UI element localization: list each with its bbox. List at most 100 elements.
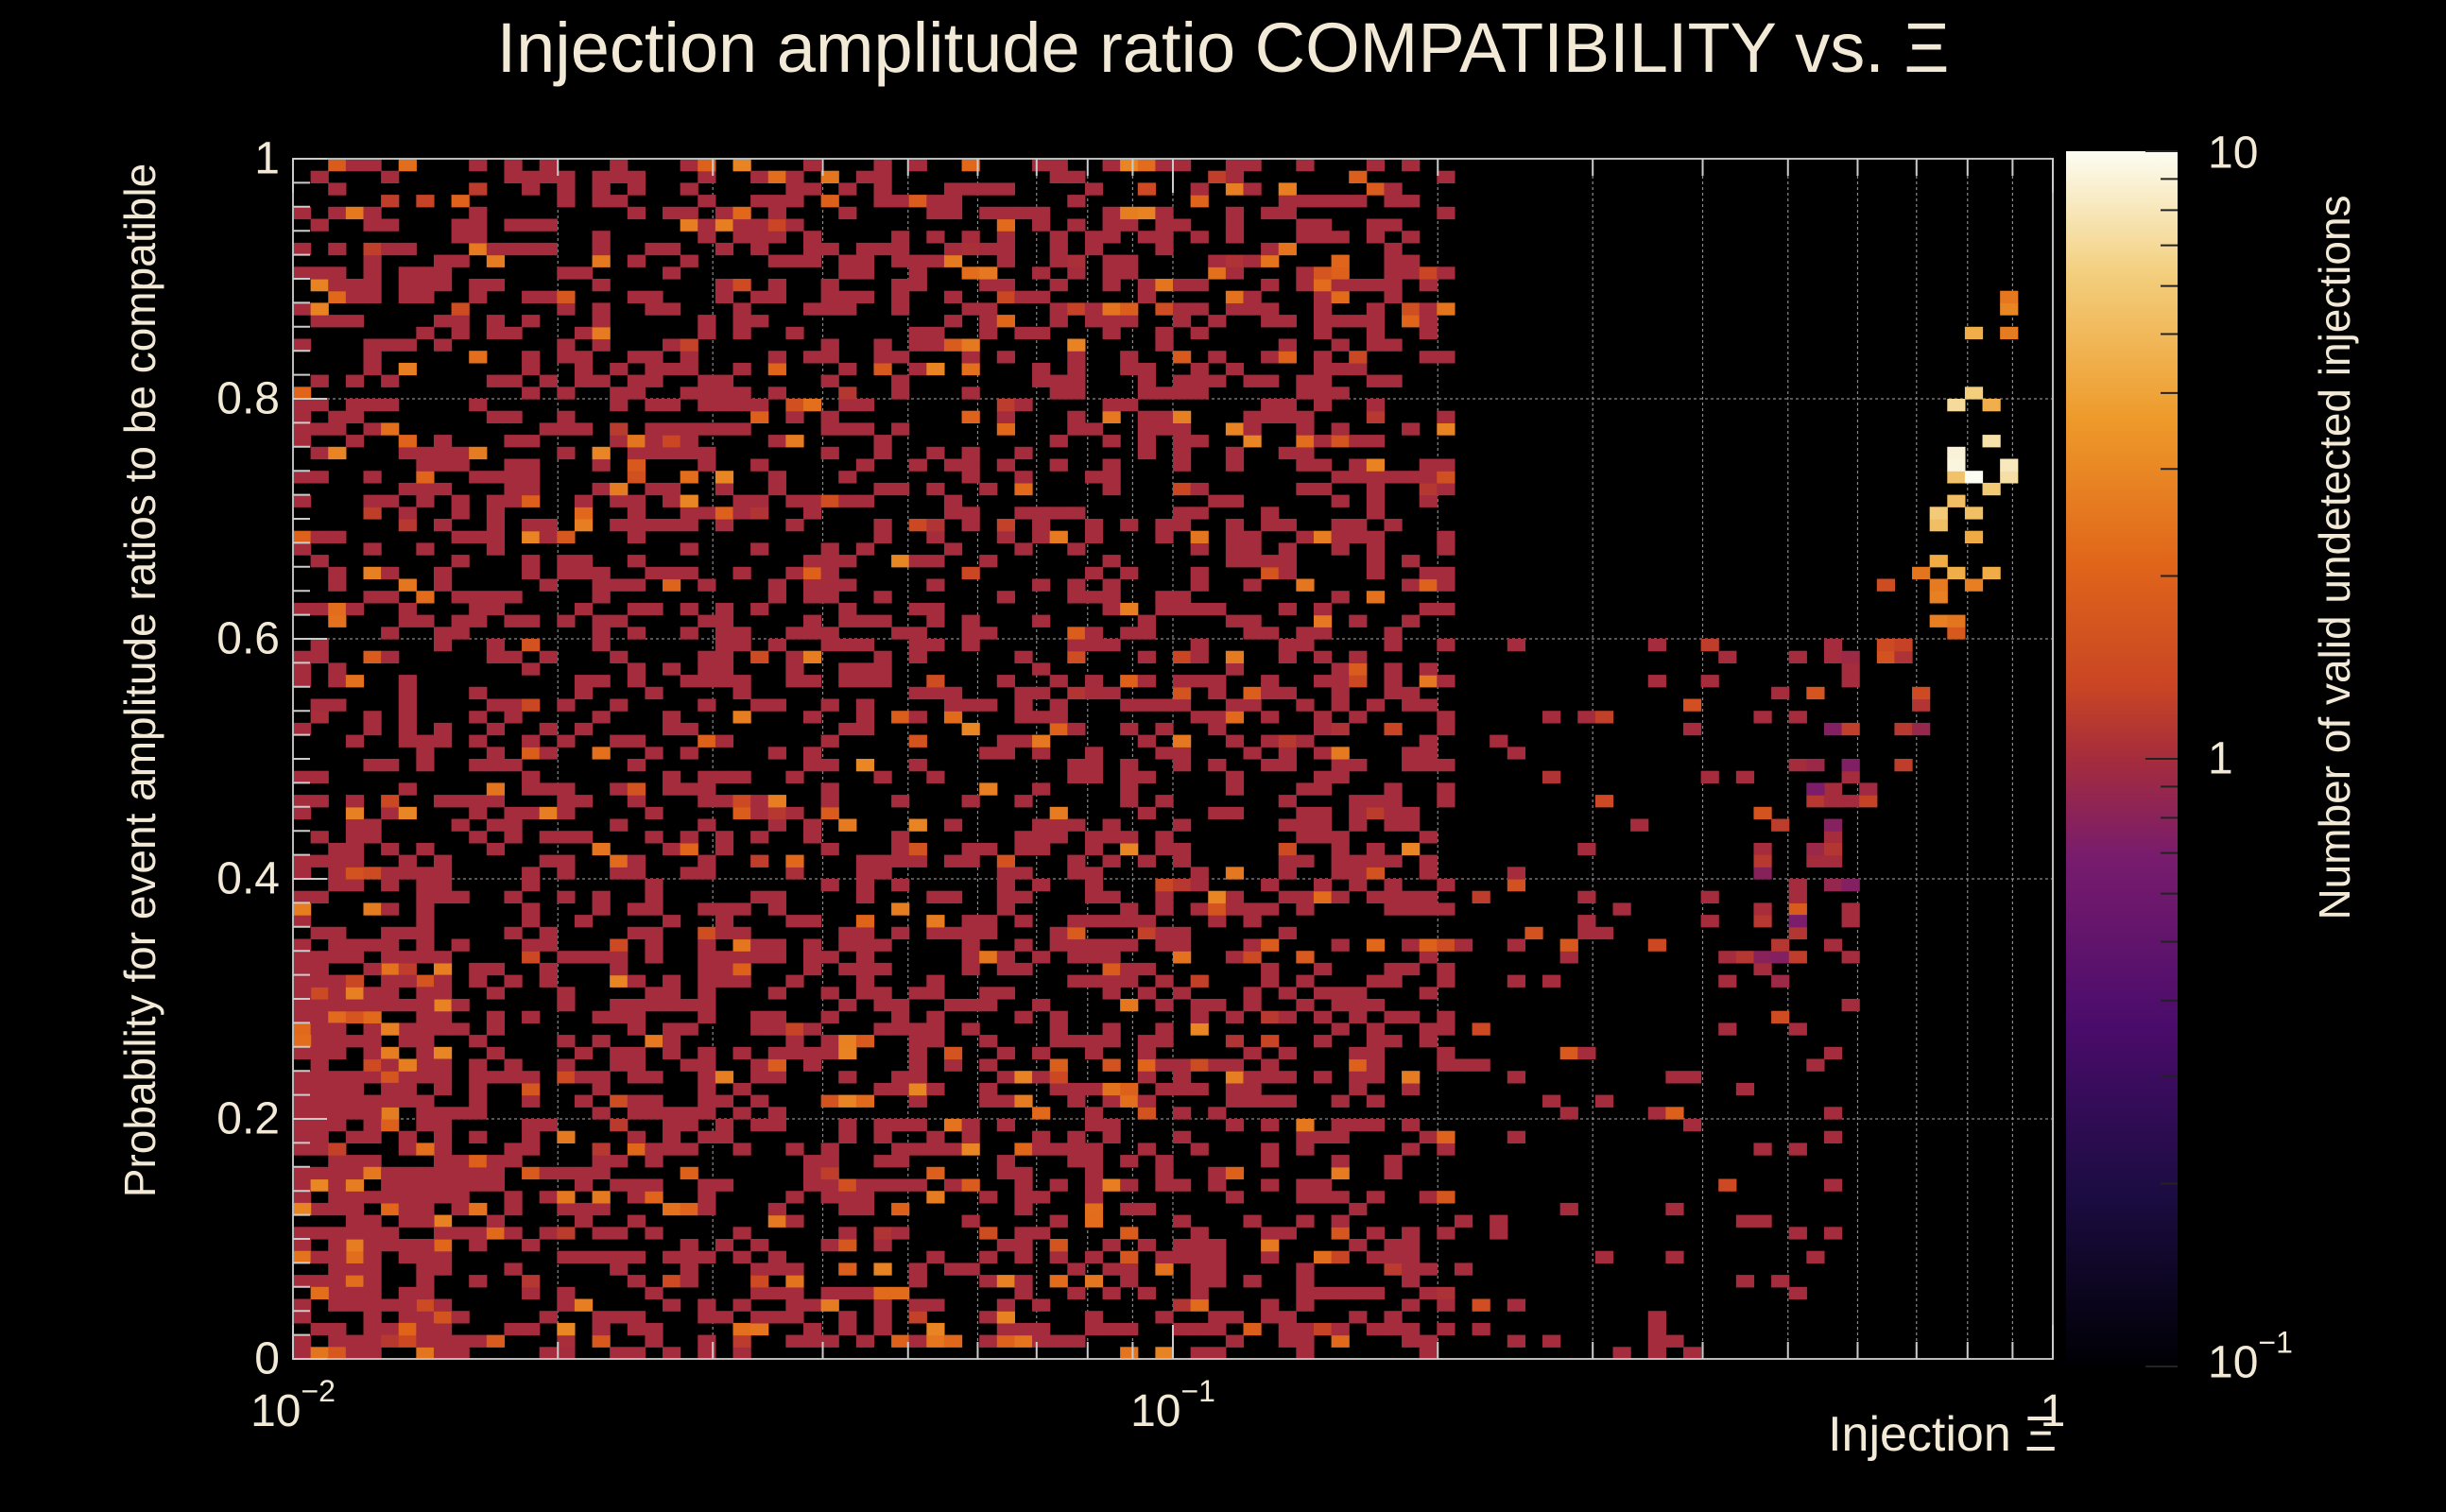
heatmap-cell — [1120, 362, 1139, 376]
heatmap-cell — [328, 879, 347, 892]
heatmap-cell — [1173, 1082, 1192, 1096]
heatmap-cell — [1296, 374, 1315, 387]
heatmap-cell — [1102, 602, 1121, 616]
heatmap-cell — [345, 602, 365, 616]
heatmap-cell — [627, 446, 646, 460]
heatmap-cell — [1437, 1010, 1456, 1023]
heatmap-cell — [891, 279, 910, 292]
heatmap-cell — [663, 987, 681, 1000]
heatmap-cell — [1296, 410, 1315, 423]
heatmap-cell — [504, 1155, 523, 1168]
heatmap-cell — [802, 399, 822, 412]
heatmap-cell — [592, 1311, 611, 1324]
heatmap-cell — [785, 806, 804, 820]
heatmap-cell — [610, 650, 629, 663]
heatmap-cell — [645, 1191, 663, 1204]
heatmap-cell — [926, 890, 945, 903]
heatmap-cell — [891, 1071, 910, 1084]
heatmap-cell — [698, 698, 716, 712]
heatmap-cell — [1190, 542, 1209, 556]
heatmap-cell — [310, 1130, 329, 1143]
heatmap-cell — [433, 734, 453, 747]
heatmap-cell — [891, 195, 910, 208]
heatmap-cell — [1084, 831, 1104, 844]
heatmap-cell — [1331, 698, 1350, 712]
heatmap-cell — [1067, 1094, 1086, 1108]
heatmap-cell — [433, 890, 453, 903]
heatmap-cell — [979, 1058, 998, 1072]
heatmap-cell — [838, 1263, 857, 1276]
heatmap-cell — [1137, 182, 1156, 196]
heatmap-cell — [416, 890, 435, 903]
heatmap-cell — [1049, 1035, 1068, 1048]
heatmap-cell — [1084, 938, 1104, 952]
heatmap-cell — [592, 242, 611, 256]
heatmap-cell — [996, 530, 1016, 543]
heatmap-cell — [1102, 591, 1121, 604]
heatmap-cell — [1841, 915, 1860, 928]
heatmap-cell — [1155, 302, 1174, 316]
heatmap-cell — [310, 639, 329, 652]
heatmap-cell — [855, 890, 875, 903]
heatmap-cell — [1190, 302, 1209, 316]
heatmap-cell — [1137, 279, 1156, 292]
heatmap-cell — [732, 1347, 751, 1360]
heatmap-cell — [802, 1298, 822, 1312]
heatmap-cell — [486, 1071, 506, 1084]
heatmap-cell — [1437, 675, 1456, 688]
heatmap-cell — [1049, 170, 1068, 183]
heatmap-cell — [345, 1298, 365, 1312]
heatmap-cell — [1419, 1263, 1438, 1276]
heatmap-cell — [926, 1035, 945, 1048]
heatmap-cell — [1225, 519, 1245, 532]
heatmap-cell — [1472, 890, 1490, 903]
heatmap-cell — [328, 1178, 347, 1192]
heatmap-cell — [1577, 842, 1596, 856]
heatmap-cell — [416, 1035, 435, 1048]
heatmap-cell — [539, 806, 558, 820]
heatmap-cell — [433, 795, 453, 808]
heatmap-cell — [1261, 374, 1280, 387]
heatmap-cell — [557, 1166, 576, 1180]
heatmap-cell — [1173, 879, 1192, 892]
heatmap-cell — [767, 578, 786, 592]
heatmap-cell — [363, 1046, 382, 1060]
heatmap-cell — [943, 1046, 963, 1060]
heatmap-cell — [627, 507, 646, 520]
heatmap-cell — [1278, 1322, 1297, 1336]
heatmap-cell — [767, 1286, 786, 1300]
heatmap-cell — [961, 410, 980, 423]
heatmap-cell — [1102, 686, 1121, 700]
heatmap-cell — [855, 1191, 875, 1204]
heatmap-cell — [1243, 627, 1262, 640]
heatmap-cell — [627, 254, 646, 267]
heatmap-cell — [1155, 795, 1174, 808]
heatmap-cell — [1771, 951, 1790, 964]
heatmap-cell — [1366, 974, 1386, 988]
heatmap-cell — [416, 1322, 435, 1336]
heatmap-cell — [1912, 698, 1931, 712]
heatmap-cell — [1067, 170, 1086, 183]
heatmap-cell — [908, 1334, 927, 1348]
heatmap-cell — [416, 974, 435, 988]
heatmap-cell — [1084, 1082, 1104, 1096]
heatmap-cell — [908, 842, 927, 856]
heatmap-cell — [363, 1347, 382, 1360]
heatmap-cell — [1084, 1214, 1104, 1228]
heatmap-cell — [855, 170, 875, 183]
heatmap-cell — [979, 182, 998, 196]
heatmap-cell — [1137, 1107, 1156, 1120]
heatmap-cell — [293, 542, 312, 556]
heatmap-cell — [996, 422, 1016, 436]
heatmap-cell — [785, 854, 804, 868]
heatmap-cell — [1788, 1286, 1807, 1300]
heatmap-cell — [961, 182, 980, 196]
heatmap-cell — [328, 1071, 347, 1084]
heatmap-cell — [363, 722, 382, 736]
heatmap-cell — [1173, 686, 1192, 700]
heatmap-cell — [1208, 806, 1227, 820]
heatmap-cell — [1137, 806, 1156, 820]
heatmap-cell — [820, 446, 839, 460]
heatmap-cell — [1718, 1178, 1737, 1192]
heatmap-cell — [1014, 1094, 1033, 1108]
